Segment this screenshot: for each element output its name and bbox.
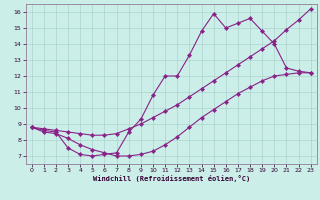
X-axis label: Windchill (Refroidissement éolien,°C): Windchill (Refroidissement éolien,°C) [92, 175, 250, 182]
